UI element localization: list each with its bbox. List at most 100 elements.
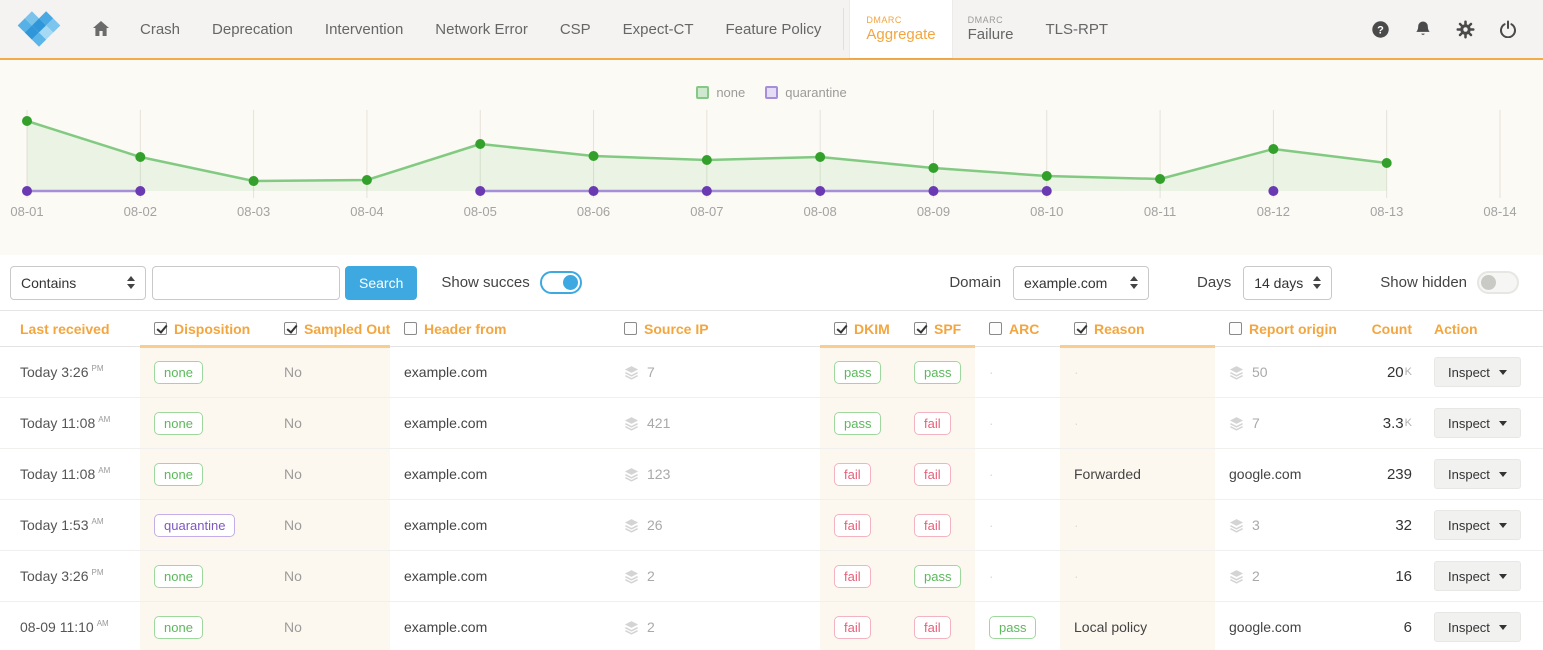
search-input[interactable] — [152, 265, 340, 300]
inspect-button[interactable]: Inspect — [1434, 408, 1521, 438]
nav-home[interactable] — [78, 0, 124, 58]
empty-value-dot: · — [1074, 517, 1079, 533]
cell-sampled-out: No — [270, 449, 390, 499]
legend-item-none[interactable]: none — [696, 85, 745, 100]
nav-item-crash[interactable]: Crash — [140, 20, 181, 38]
received-meridiem: PM — [91, 567, 104, 577]
svg-text:08-04: 08-04 — [350, 204, 383, 219]
count-value: 16 — [1395, 567, 1412, 585]
cell-disposition: none — [140, 551, 270, 601]
cell-report-origin: 2 — [1215, 551, 1345, 601]
column-checkbox-dkim[interactable] — [834, 322, 847, 335]
column-label: ARC — [1009, 320, 1040, 337]
svg-text:08-12: 08-12 — [1257, 204, 1290, 219]
received-time: 08-09 11:10 — [20, 619, 94, 635]
column-header-source-ip: Source IP — [610, 311, 820, 346]
column-label: Source IP — [644, 320, 709, 337]
cell-source-ip: 123 — [610, 449, 820, 499]
tab-dmarc-aggregate[interactable]: DMARC Aggregate — [850, 0, 952, 58]
cell-disposition: none — [140, 347, 270, 397]
column-header-count: Count — [1345, 311, 1420, 346]
legend-swatch-none — [696, 85, 710, 99]
received-time: Today 1:53 — [20, 517, 89, 533]
show-success-toggle[interactable] — [539, 271, 582, 294]
caret-down-icon — [1498, 420, 1507, 426]
inspect-label: Inspect — [1448, 568, 1490, 584]
legend-label-none: none — [716, 84, 746, 100]
inspect-button[interactable]: Inspect — [1434, 612, 1521, 642]
svg-text:?: ? — [1377, 24, 1384, 36]
inspect-button[interactable]: Inspect — [1434, 561, 1521, 591]
column-checkbox-report-origin[interactable] — [1229, 322, 1242, 335]
help-icon[interactable]: ? — [1371, 20, 1390, 39]
app-logo[interactable] — [0, 0, 78, 58]
show-hidden-toggle[interactable] — [1477, 271, 1519, 294]
nav-item-feature-policy[interactable]: Feature Policy — [725, 20, 822, 38]
source-ip-count: 123 — [647, 466, 671, 482]
caret-down-icon — [1498, 573, 1507, 579]
cell-sampled-out: No — [270, 347, 390, 397]
cell-header-from: example.com — [404, 619, 488, 635]
inspect-button[interactable]: Inspect — [1434, 510, 1521, 540]
power-icon[interactable] — [1499, 20, 1517, 38]
cell-last-received: Today 11:08 AM — [0, 398, 140, 448]
column-header-arc: ARC — [975, 311, 1060, 346]
inspect-button[interactable]: Inspect — [1434, 357, 1521, 387]
spf-badge: fail — [914, 462, 951, 486]
svg-text:08-10: 08-10 — [1030, 204, 1063, 219]
empty-value-dot: · — [1074, 568, 1079, 584]
empty-value-dot: · — [989, 517, 994, 533]
column-label: DKIM — [854, 320, 890, 337]
received-time: Today 3:26 — [20, 568, 89, 584]
column-checkbox-source-ip[interactable] — [624, 322, 637, 335]
cell-header-from: example.com — [404, 517, 488, 533]
cell-action: Inspect — [1420, 398, 1543, 448]
cell-source-ip: 7 — [610, 347, 820, 397]
column-checkbox-arc[interactable] — [989, 322, 1002, 335]
nav-item-deprecation[interactable]: Deprecation — [212, 20, 293, 38]
cell-disposition: none — [140, 602, 270, 650]
disposition-badge: none — [154, 462, 203, 486]
cell-report-origin: google.com — [1215, 602, 1345, 650]
days-select[interactable]: 14 days — [1243, 265, 1333, 300]
match-type-select[interactable]: Contains — [10, 265, 146, 300]
inspect-button[interactable]: Inspect — [1434, 459, 1521, 489]
nav-item-expect-ct[interactable]: Expect-CT — [622, 20, 694, 38]
column-checkbox-header-from[interactable] — [404, 322, 417, 335]
domain-select[interactable]: example.com — [1013, 265, 1150, 300]
timeseries-chart: 08-01 08-02 08-03 08-04 08-05 08-06 08-07 08-08… — [10, 110, 1517, 219]
disposition-badge: none — [154, 411, 203, 435]
main-nav: Crash Deprecation Intervention Network Erro… — [78, 0, 837, 58]
cell-dkim: fail — [820, 500, 900, 550]
bell-icon[interactable] — [1414, 20, 1432, 39]
cell-dkim: fail — [820, 551, 900, 601]
dkim-badge: pass — [834, 411, 882, 435]
column-header-disposition: Disposition — [140, 311, 270, 348]
cell-count: 20 K — [1345, 347, 1420, 397]
days-value: 14 days — [1254, 274, 1304, 291]
nav-item-network-error[interactable]: Network Error — [435, 20, 528, 38]
svg-text:08-02: 08-02 — [124, 204, 157, 219]
dmarc-aggregate-chart: none quarantine 08-01 08-02 08-03 08-04 08-0… — [0, 60, 1543, 255]
caret-down-icon — [1498, 471, 1507, 477]
column-checkbox-spf[interactable] — [914, 322, 927, 335]
toggle-knob — [562, 275, 578, 290]
column-checkbox-disposition[interactable] — [154, 322, 167, 335]
nav-tls-rpt[interactable]: TLS-RPT — [1045, 20, 1108, 38]
received-meridiem: AM — [91, 516, 104, 526]
cell-header-from: example.com — [404, 568, 488, 584]
search-button[interactable]: Search — [345, 265, 418, 300]
tab-dmarc-failure[interactable]: DMARC Failure — [952, 0, 1030, 58]
nav-item-intervention[interactable]: Intervention — [324, 20, 404, 38]
inspect-label: Inspect — [1448, 415, 1490, 431]
cell-dkim: fail — [820, 449, 900, 499]
chevron-updown-icon — [1130, 276, 1139, 289]
nav-item-csp[interactable]: CSP — [559, 20, 591, 38]
legend-item-quarantine[interactable]: quarantine — [765, 85, 847, 100]
column-checkbox-reason[interactable] — [1074, 322, 1087, 335]
column-checkbox-sampled-out[interactable] — [284, 322, 297, 335]
table-row: Today 11:08 AM none No example.com 421 pass fai… — [0, 398, 1543, 449]
column-label: Sampled Out — [304, 320, 391, 337]
gear-icon[interactable] — [1456, 20, 1475, 39]
cell-arc: · — [975, 500, 1060, 550]
